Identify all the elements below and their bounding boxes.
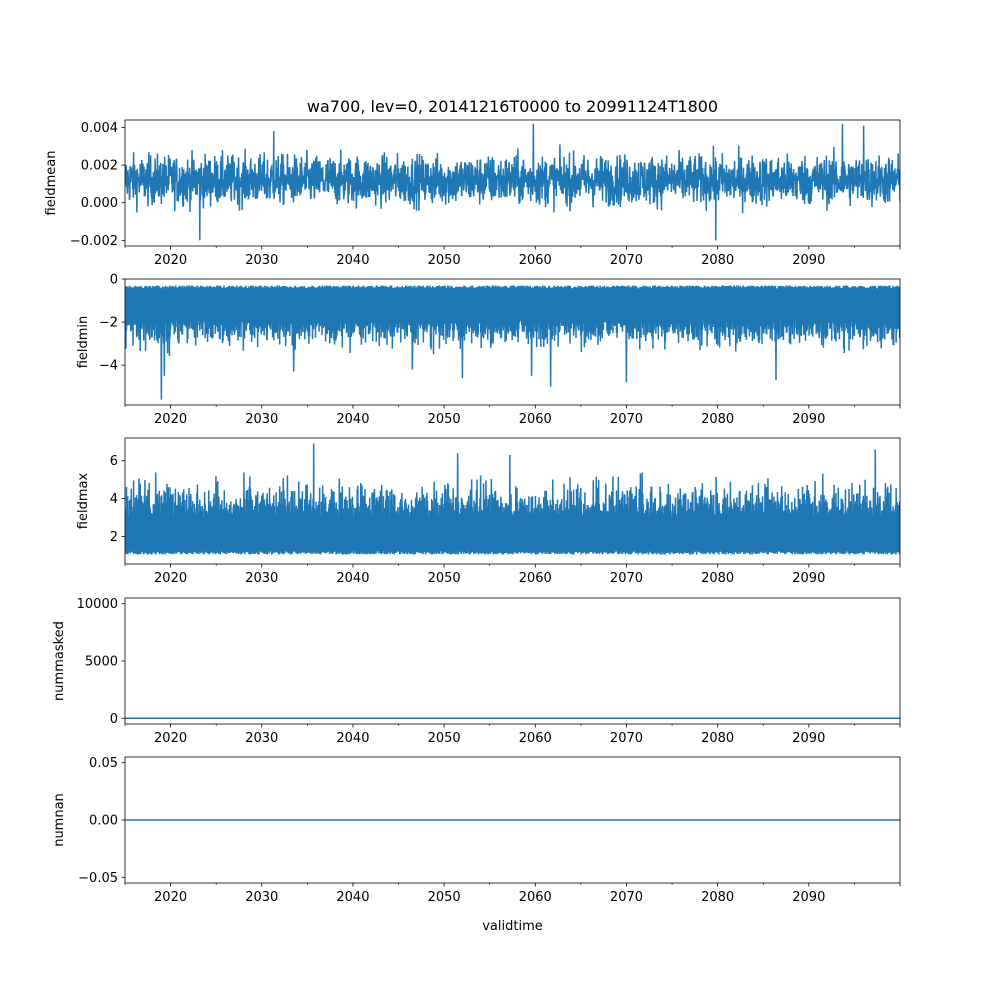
y-tick-label-fieldmean-0: −0.002 [70,234,118,249]
x-tick-label-fieldmax-4: 2060 [519,571,552,586]
x-tick-label-fieldmax-6: 2080 [701,571,734,586]
x-tick-label-nummasked-1: 2030 [245,731,278,746]
x-tick-label-fieldmean-5: 2070 [610,253,643,268]
x-tick-label-fieldmin-1: 2030 [245,412,278,427]
y-axis-label-fieldmean: fieldmean [44,151,59,216]
panel-fieldmean: −0.002 0.000 0.002 0.004 fieldmean 2020 2030 20… [44,119,901,268]
series-line-fieldmin [125,285,900,400]
y-tick-label-nummasked-1: 5000 [85,655,118,670]
series-line-fieldmean [125,123,900,241]
x-tick-label-fieldmean-0: 2020 [154,253,187,268]
panel-fieldmax: 2 4 6 fieldmax 2020 2030 2040 2050 2060 2070 2080 2… [76,437,901,586]
y-tick-label-fieldmean-2: 0.002 [81,159,118,174]
y-tick-label-fieldmin-2: 0 [110,273,118,288]
y-axis-label-fieldmax: fieldmax [76,473,91,530]
x-tick-label-fieldmean-3: 2050 [428,253,461,268]
x-tick-label-numnan-6: 2080 [701,890,734,905]
x-tick-label-numnan-2: 2040 [336,890,369,905]
y-tick-label-fieldmean-1: 0.000 [81,196,118,211]
x-tick-label-fieldmin-0: 2020 [154,412,187,427]
x-tick-label-nummasked-2: 2040 [336,731,369,746]
x-tick-label-fieldmin-3: 2050 [428,412,461,427]
y-tick-label-fieldmin-0: −4 [99,359,118,374]
y-axis-label-fieldmin: fieldmin [76,316,91,369]
panel-nummasked: 0 5000 10000 nummasked 2020 2030 2040 2050 2060 2… [52,597,901,746]
chart-title: wa700, lev=0, 20141216T0000 to 20991124T… [307,97,718,116]
y-tick-label-fieldmin-1: −2 [99,316,118,331]
axes-frame-fieldmin [124,278,901,406]
x-tick-label-fieldmax-2: 2040 [336,571,369,586]
x-tick-label-fieldmax-1: 2030 [245,571,278,586]
y-tick-label-numnan-1: 0.00 [89,814,118,829]
x-tick-label-fieldmax-7: 2090 [792,571,825,586]
x-tick-label-nummasked-5: 2070 [610,731,643,746]
x-tick-label-fieldmean-7: 2090 [792,253,825,268]
x-tick-label-fieldmean-6: 2080 [701,253,734,268]
panel-numnan: −0.05 0.00 0.05 numnan 2020 2030 2040 2050 2060 2… [52,756,901,905]
x-tick-label-nummasked-4: 2060 [519,731,552,746]
y-tick-label-fieldmax-1: 4 [110,492,118,507]
x-tick-label-numnan-1: 2030 [245,890,278,905]
x-tick-label-fieldmin-2: 2040 [336,412,369,427]
y-tick-label-fieldmax-2: 6 [110,454,118,469]
x-tick-label-fieldmean-4: 2060 [519,253,552,268]
y-tick-label-nummasked-0: 0 [110,712,118,727]
y-tick-label-numnan-2: 0.05 [89,756,118,771]
axes-frame-fieldmax [124,437,901,565]
axes-frame-nummasked [124,597,901,725]
x-tick-label-fieldmax-0: 2020 [154,571,187,586]
x-tick-label-numnan-4: 2060 [519,890,552,905]
x-tick-label-numnan-7: 2090 [792,890,825,905]
x-tick-label-fieldmean-1: 2030 [245,253,278,268]
x-tick-label-numnan-3: 2050 [428,890,461,905]
x-tick-label-nummasked-6: 2080 [701,731,734,746]
y-tick-label-nummasked-2: 10000 [77,597,118,612]
x-tick-label-fieldmin-7: 2090 [792,412,825,427]
y-tick-label-fieldmax-0: 2 [110,530,118,545]
x-tick-label-fieldmax-3: 2050 [428,571,461,586]
x-tick-label-nummasked-0: 2020 [154,731,187,746]
panel-fieldmin: −4 −2 0 fieldmin 2020 2030 2040 2050 2060 2070 208… [76,273,901,427]
y-tick-label-fieldmean-3: 0.004 [81,121,118,136]
x-tick-label-numnan-5: 2070 [610,890,643,905]
x-axis-label: validtime [482,919,543,934]
x-tick-label-numnan-0: 2020 [154,890,187,905]
series-line-fieldmax [125,443,900,555]
y-tick-label-numnan-0: −0.05 [78,871,118,886]
y-axis-label-numnan: numnan [52,793,67,847]
x-tick-label-fieldmax-5: 2070 [610,571,643,586]
x-tick-label-nummasked-3: 2050 [428,731,461,746]
y-axis-label-nummasked: nummasked [52,621,67,701]
x-tick-label-fieldmean-2: 2040 [336,253,369,268]
x-tick-label-fieldmin-5: 2070 [610,412,643,427]
x-tick-label-fieldmin-6: 2080 [701,412,734,427]
axes-frame-fieldmean [124,119,901,247]
x-tick-label-nummasked-7: 2090 [792,731,825,746]
x-tick-label-fieldmin-4: 2060 [519,412,552,427]
